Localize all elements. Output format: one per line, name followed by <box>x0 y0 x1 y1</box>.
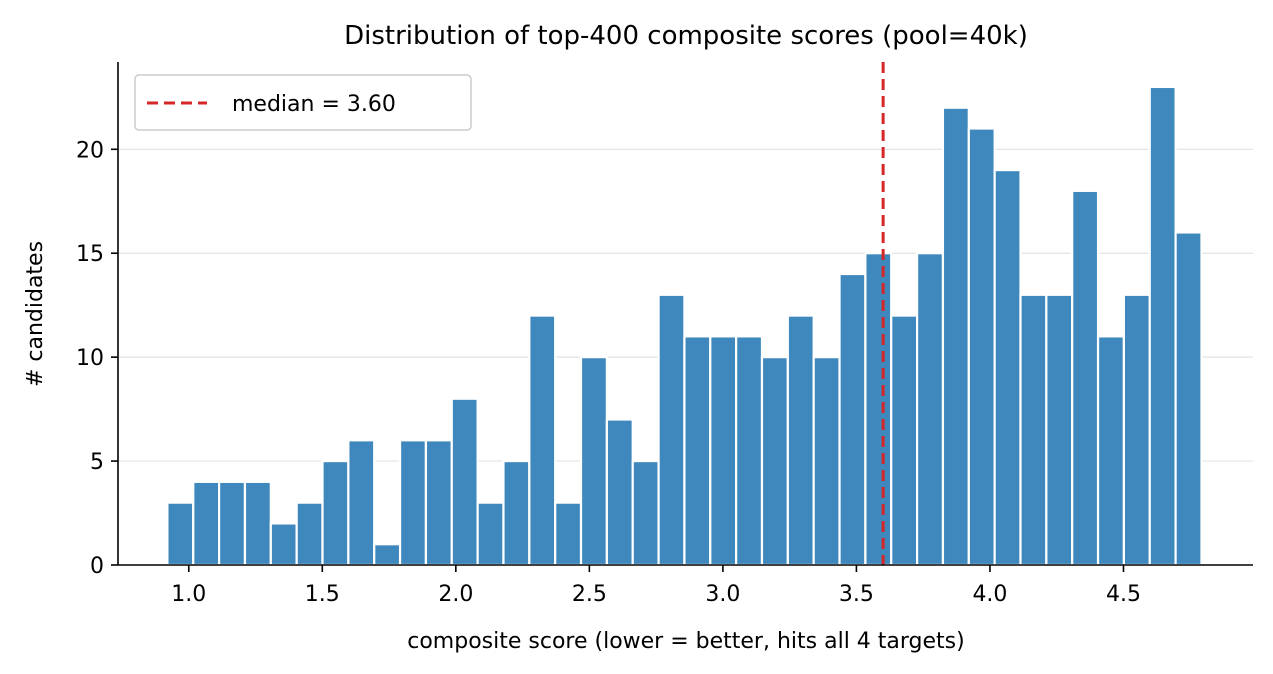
histogram-bar <box>683 335 712 567</box>
y-tick-label: 10 <box>76 346 104 371</box>
y-tick-label: 0 <box>90 554 104 579</box>
histogram-bar <box>760 356 789 567</box>
histogram-bar <box>605 418 634 567</box>
chart-title: Distribution of top-400 composite scores… <box>344 21 1028 51</box>
histogram-bar <box>1071 189 1100 567</box>
histogram-bar <box>1019 293 1048 567</box>
histogram-bar <box>890 314 919 567</box>
histogram-bar <box>1096 335 1126 567</box>
x-tick-label: 4.0 <box>972 582 1007 607</box>
histogram-bar <box>528 314 557 567</box>
histogram-bar <box>218 480 247 567</box>
histogram-bar <box>967 127 996 567</box>
y-tick-label: 5 <box>90 450 104 475</box>
histogram-bar <box>786 314 815 567</box>
histogram-bar <box>347 439 376 567</box>
histogram-bar <box>243 480 272 567</box>
histogram-bar <box>735 335 764 567</box>
y-ticks: 0 5 10 15 20 <box>76 138 118 579</box>
x-tick-label: 1.0 <box>171 582 206 607</box>
histogram-bar <box>631 459 660 567</box>
x-axis-label: composite score (lower = better, hits al… <box>407 629 964 654</box>
histogram-bar <box>812 356 841 567</box>
y-tick-label: 20 <box>76 138 104 163</box>
histogram-bar <box>321 459 350 567</box>
histogram-bar <box>450 397 479 567</box>
histogram-bar <box>993 168 1022 567</box>
histogram-bar <box>1122 293 1151 567</box>
histogram-bar <box>554 501 583 567</box>
histogram-bar <box>502 459 531 567</box>
histogram-bar <box>709 335 738 567</box>
histogram-bar <box>166 501 195 567</box>
histogram-bar <box>657 293 686 567</box>
histogram-bar <box>1174 231 1203 567</box>
legend: median = 3.60 <box>134 74 472 131</box>
bars <box>166 85 1203 567</box>
histogram-bar <box>295 501 324 567</box>
x-ticks: 1.0 1.5 2.0 2.5 3.0 3.5 4.0 4.5 <box>171 565 1141 607</box>
x-tick-label: 1.5 <box>305 582 340 607</box>
histogram-bar <box>269 522 298 567</box>
histogram-bar <box>373 543 402 567</box>
x-tick-label: 2.0 <box>438 582 473 607</box>
histogram-bar <box>1148 85 1177 567</box>
y-tick-label: 15 <box>76 242 104 267</box>
histogram-bar <box>424 439 453 567</box>
histogram-bar <box>941 106 970 567</box>
y-axis-label: # candidates <box>23 241 48 387</box>
histogram-bar <box>838 272 867 567</box>
histogram-bar <box>579 356 608 567</box>
legend-median-label: median = 3.60 <box>232 92 396 117</box>
x-tick-label: 3.5 <box>839 582 874 607</box>
histogram-bar <box>1045 293 1074 567</box>
histogram-bar <box>864 252 893 567</box>
histogram-bar <box>476 501 505 567</box>
axes <box>117 62 1253 566</box>
x-tick-label: 3.0 <box>705 582 740 607</box>
legend-box <box>134 74 472 131</box>
x-tick-label: 2.5 <box>572 582 607 607</box>
x-tick-label: 4.5 <box>1106 582 1141 607</box>
histogram-bar <box>915 252 945 567</box>
histogram-bar <box>192 480 221 567</box>
histogram-bar <box>398 439 428 567</box>
